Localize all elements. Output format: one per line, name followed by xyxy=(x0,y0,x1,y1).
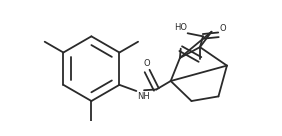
Text: O: O xyxy=(220,24,227,33)
Text: O: O xyxy=(143,59,150,68)
Text: HO: HO xyxy=(174,24,187,33)
Text: NH: NH xyxy=(137,92,150,101)
